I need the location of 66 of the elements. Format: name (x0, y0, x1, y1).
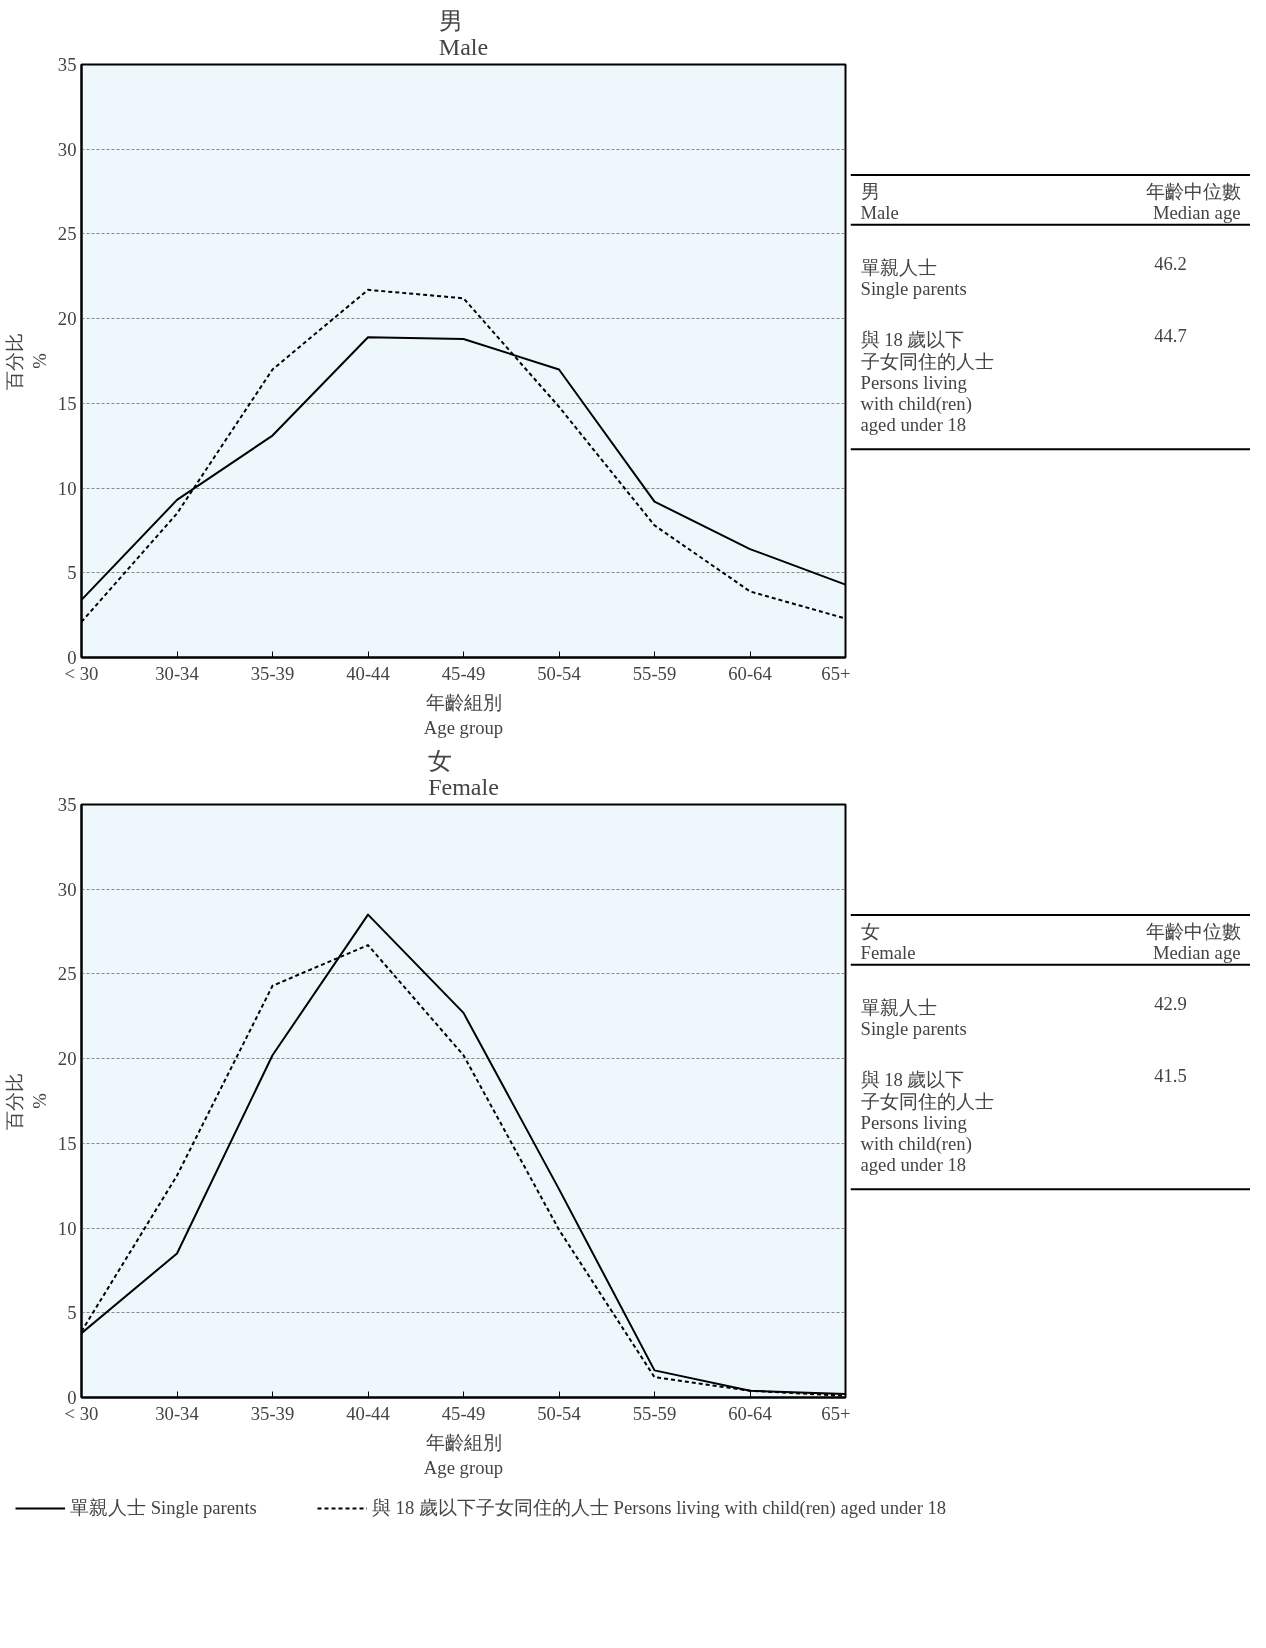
y-tick-label: 35 (57, 54, 77, 75)
text: 單親人士 (860, 996, 937, 1018)
text: aged under 18 (860, 413, 967, 435)
text: 41.5 (1154, 1064, 1187, 1086)
y-tick-label: 15 (57, 1132, 77, 1154)
x-tick-label: 55-59 (632, 1402, 677, 1424)
text: 44.7 (1154, 324, 1187, 346)
x-tick-label: 40-44 (346, 662, 391, 684)
text: 46.2 (1154, 252, 1187, 274)
text: Persons living (860, 1112, 967, 1134)
y-tick-label: 0 (67, 1387, 77, 1408)
y-tick-label: 30 (57, 138, 77, 160)
y-tick-label: 20 (57, 1048, 77, 1070)
x-tick-label: 30-34 (155, 662, 200, 684)
text: Persons living (860, 372, 967, 394)
y-axis-title: 百分比 % (3, 332, 50, 390)
x-tick-label: 45-49 (441, 662, 486, 684)
x-tick-label: 30-34 (155, 1402, 200, 1424)
text: 單親人士 (860, 256, 937, 278)
x-tick-label: 65+ (821, 662, 851, 684)
y-tick-label: 10 (57, 1217, 77, 1239)
legend-label: 與 18 歲以下子女同住的人士 Persons living with child(ren) aged under 18 (371, 1496, 947, 1520)
y-tick-label: 25 (57, 223, 77, 245)
x-tick-label: 65+ (821, 1402, 851, 1424)
x-axis-title: 年齡組別 Age group (423, 1431, 504, 1478)
y-tick-label: 30 (57, 878, 77, 900)
y-tick-label: 10 (57, 477, 77, 499)
chart-title: 男 Male (438, 7, 489, 60)
text: 男 (860, 180, 880, 202)
text: with child(ren) (860, 1133, 972, 1156)
x-tick-label: 60-64 (728, 662, 773, 684)
y-tick-label: 0 (67, 647, 77, 668)
text: with child(ren) (860, 393, 972, 416)
y-tick-label: 5 (67, 562, 77, 584)
x-tick-label: 40-44 (346, 1402, 391, 1424)
x-tick-label: 60-64 (728, 1402, 773, 1424)
y-axis-title: 百分比 % (3, 1072, 50, 1130)
text: 子女同住的人士 (860, 350, 994, 372)
x-tick-label: 50-54 (537, 662, 582, 684)
y-tick-label: 5 (67, 1302, 77, 1324)
y-tick-label: 35 (57, 794, 77, 815)
text: aged under 18 (860, 1153, 967, 1175)
text: 42.9 (1154, 992, 1187, 1014)
text: Median age (1152, 202, 1241, 224)
x-tick-label: 35-39 (250, 1402, 295, 1424)
text: 子女同住的人士 (860, 1090, 994, 1112)
text: 年齡中位數 (1145, 180, 1241, 202)
text: Female (860, 942, 916, 964)
text: 女 (860, 920, 880, 942)
text: Single parents (860, 1018, 967, 1040)
y-tick-label: 25 (57, 963, 77, 985)
text: Single parents (860, 278, 967, 300)
legend-label: 單親人士 Single parents (70, 1496, 257, 1520)
y-tick-label: 20 (57, 308, 77, 330)
text: 年齡中位數 (1145, 920, 1241, 942)
text: Median age (1152, 942, 1241, 964)
text: 與 18 歲以下 (860, 1068, 965, 1090)
text: Male (860, 202, 899, 224)
chart-title: 女 Female (428, 747, 499, 800)
y-tick-label: 15 (57, 392, 77, 414)
x-tick-label: 35-39 (250, 662, 295, 684)
x-tick-label: 55-59 (632, 662, 677, 684)
x-tick-label: 50-54 (537, 1402, 582, 1424)
text: 與 18 歲以下 (860, 328, 965, 350)
x-axis-title: 年齡組別 Age group (423, 691, 504, 738)
x-tick-label: 45-49 (441, 1402, 486, 1424)
